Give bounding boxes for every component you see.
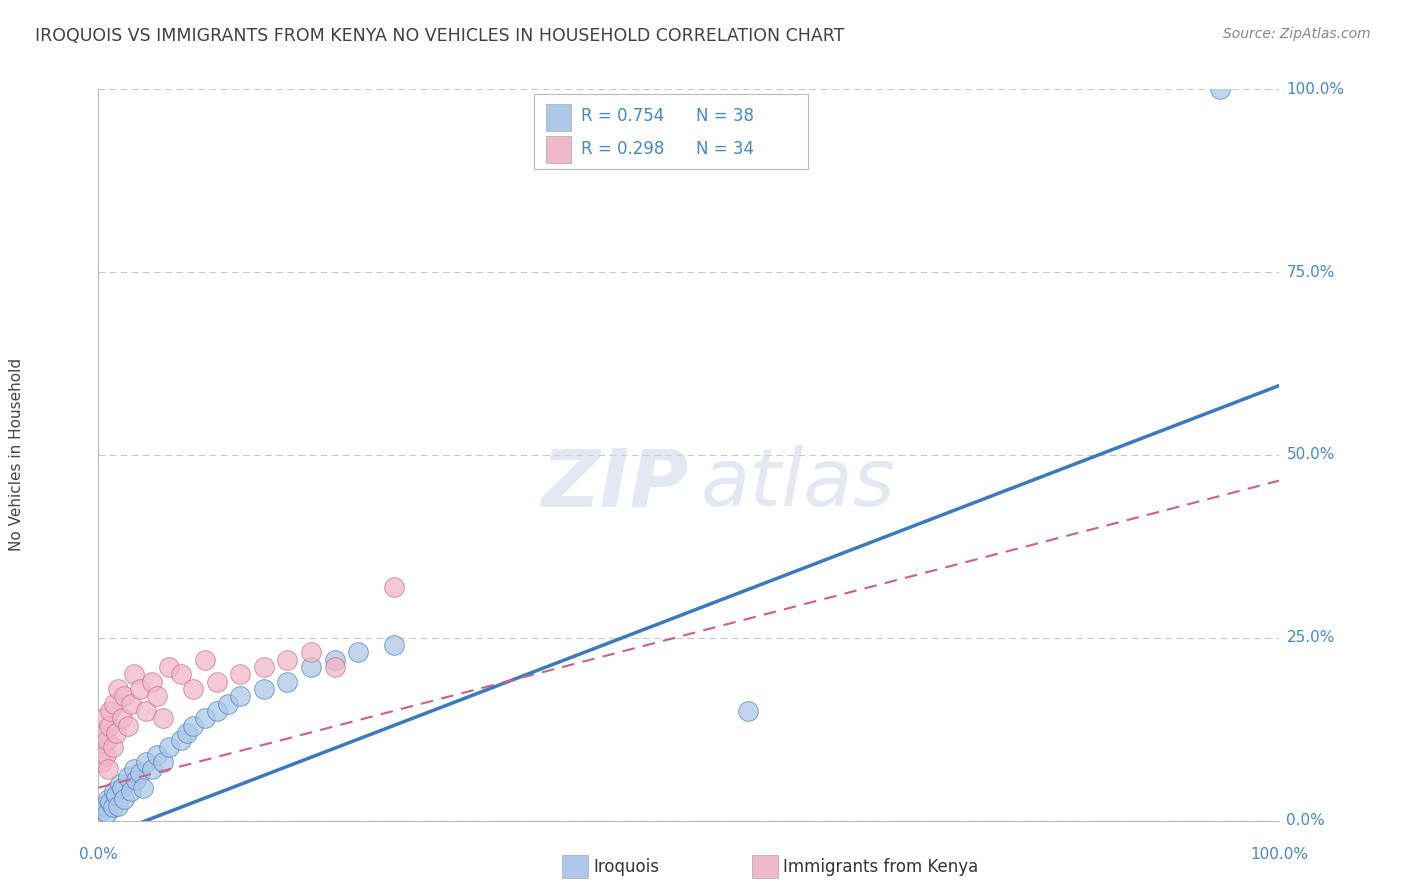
Text: ZIP: ZIP	[541, 445, 689, 524]
Point	[146, 747, 169, 762]
Point	[146, 690, 169, 704]
Text: IROQUOIS VS IMMIGRANTS FROM KENYA NO VEHICLES IN HOUSEHOLD CORRELATION CHART: IROQUOIS VS IMMIGRANTS FROM KENYA NO VEH…	[35, 27, 845, 45]
Point	[323, 653, 346, 667]
Text: 0.0%: 0.0%	[1286, 814, 1326, 828]
Point	[152, 755, 174, 769]
Point	[229, 667, 252, 681]
Point	[299, 660, 322, 674]
Point	[101, 740, 124, 755]
Text: R = 0.298: R = 0.298	[581, 140, 664, 158]
Point	[90, 740, 112, 755]
Text: N = 34: N = 34	[696, 140, 754, 158]
Point	[111, 711, 134, 725]
Point	[91, 803, 114, 817]
Point	[103, 697, 125, 711]
Point	[128, 681, 150, 696]
Text: 75.0%: 75.0%	[1286, 265, 1334, 279]
Text: Source: ZipAtlas.com: Source: ZipAtlas.com	[1223, 27, 1371, 41]
Point	[98, 704, 121, 718]
Point	[253, 660, 276, 674]
Point	[112, 690, 135, 704]
Point	[135, 755, 157, 769]
Point	[128, 766, 150, 780]
Point	[91, 755, 114, 769]
Point	[323, 660, 346, 674]
Text: R = 0.754: R = 0.754	[581, 107, 664, 125]
Point	[97, 763, 120, 777]
Text: 0.0%: 0.0%	[79, 847, 118, 863]
Point	[170, 667, 193, 681]
Point	[96, 733, 118, 747]
Point	[181, 681, 204, 696]
Text: 25.0%: 25.0%	[1286, 631, 1334, 645]
Point	[97, 791, 120, 805]
Point	[94, 747, 117, 762]
Point	[157, 740, 180, 755]
Point	[101, 800, 124, 814]
Point	[205, 674, 228, 689]
Point	[121, 784, 143, 798]
Text: 100.0%: 100.0%	[1286, 82, 1344, 96]
Point	[382, 580, 405, 594]
Point	[105, 726, 128, 740]
Point	[276, 653, 298, 667]
Point	[93, 711, 115, 725]
Text: Iroquois: Iroquois	[593, 858, 659, 876]
Point	[107, 799, 129, 814]
Point	[194, 653, 217, 667]
Point	[93, 799, 115, 814]
Point	[176, 726, 198, 740]
Point	[122, 667, 145, 681]
Point	[91, 726, 114, 740]
Point	[121, 697, 143, 711]
Point	[347, 645, 370, 659]
Point	[117, 770, 139, 784]
Point	[141, 674, 163, 689]
Text: No Vehicles in Household: No Vehicles in Household	[10, 359, 24, 551]
Point	[112, 791, 135, 805]
Point	[107, 681, 129, 696]
Point	[152, 711, 174, 725]
Point	[98, 796, 121, 810]
Point	[1209, 82, 1232, 96]
Point	[194, 711, 217, 725]
Point	[108, 777, 131, 791]
Point	[103, 784, 125, 798]
Point	[111, 780, 134, 795]
Point	[157, 660, 180, 674]
Point	[205, 704, 228, 718]
Point	[382, 638, 405, 652]
Point	[98, 718, 121, 732]
Point	[105, 788, 128, 802]
Point	[299, 645, 322, 659]
Point	[170, 733, 193, 747]
Point	[117, 718, 139, 732]
Text: atlas: atlas	[700, 445, 896, 524]
Point	[96, 806, 118, 821]
Point	[229, 690, 252, 704]
Text: Immigrants from Kenya: Immigrants from Kenya	[783, 858, 979, 876]
Text: 50.0%: 50.0%	[1286, 448, 1334, 462]
Point	[181, 718, 204, 732]
Point	[135, 704, 157, 718]
Point	[125, 773, 148, 788]
Point	[737, 704, 759, 718]
Text: N = 38: N = 38	[696, 107, 754, 125]
Point	[132, 780, 155, 795]
Text: 100.0%: 100.0%	[1250, 847, 1309, 863]
Point	[141, 763, 163, 777]
Point	[217, 697, 239, 711]
Point	[253, 681, 276, 696]
Point	[122, 763, 145, 777]
Point	[276, 674, 298, 689]
